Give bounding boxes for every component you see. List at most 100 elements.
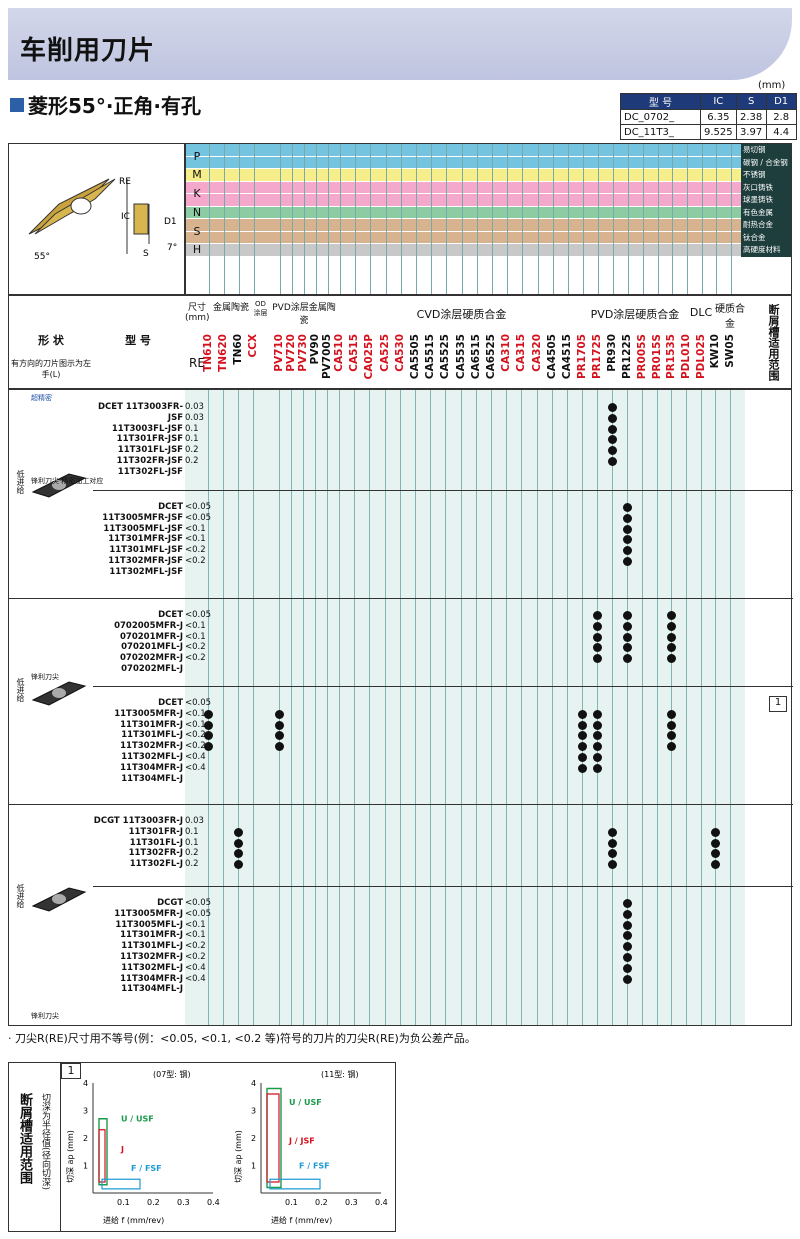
grade-label: TN610 [202, 334, 214, 372]
matrix-grid-line [431, 144, 433, 294]
re-values: <0.05 <0.05 <0.1 <0.1 <0.2 <0.2 [185, 502, 211, 567]
grade-column-line [291, 390, 292, 1025]
material-row: 灰口铸铁 [186, 181, 791, 194]
grade-column-line [238, 390, 239, 1025]
re-value: <0.4 [185, 973, 206, 984]
material-row: 钛合金 [186, 231, 791, 244]
spec-cell: 3.97 [735, 124, 767, 140]
header-shape-note: 有方向的刀片图示为左手(L) [11, 359, 91, 379]
grade-column-line [521, 390, 523, 1025]
chart-title: (11型: 钢) [321, 1069, 359, 1079]
re-value: <0.05 [185, 698, 212, 708]
availability-dot [592, 611, 602, 620]
re-value: <0.2 [185, 545, 206, 556]
header-cat-pvd: PVD涂层硬质合金 [590, 308, 680, 321]
availability-dot [711, 838, 720, 848]
chip-range-charts: 0.1 0.2 0.3 0.4 1 2 3 4 (07型: 钢) 进给 f (mm/rev) 切深 … [66, 1069, 388, 1225]
re-value: 0.2 [185, 455, 199, 466]
grade-label: CA4515 [561, 334, 573, 380]
grade-label: CA6525 [485, 334, 497, 380]
model-code: DCGT 11T3003FR-J [93, 816, 183, 826]
label-d1: D1 [164, 217, 177, 227]
model-code: 11T302MFR-J [120, 951, 183, 962]
re-value: 0.2 [185, 859, 199, 870]
series-label: U / USF [289, 1098, 322, 1107]
region-f [269, 1178, 321, 1190]
series-label: F / FSF [299, 1161, 330, 1170]
y-tick-label: 3 [251, 1107, 256, 1116]
re-value: <0.2 [185, 951, 206, 962]
re-value: <0.1 [185, 708, 206, 719]
spec-table: 型 号 IC S D1 DC_0702_ 6.35 2.38 2.8 DC_11… [620, 93, 797, 140]
grade-column-line [536, 390, 538, 1025]
availability-dot [607, 435, 617, 445]
availability-dot [234, 849, 243, 859]
re-value: <0.2 [185, 741, 206, 752]
model-code: 11T302MFL-J [121, 962, 183, 973]
re-value: <0.1 [185, 719, 206, 730]
grade-label: CA310 [500, 334, 513, 372]
y-tick-label: 4 [251, 1079, 256, 1088]
model-code: 11T3003FL-JSF [111, 423, 183, 434]
y-tick-label: 3 [83, 1107, 88, 1116]
availability-dot [667, 643, 677, 653]
matrix-grid-line [239, 144, 240, 294]
spec-cell: 2.38 [735, 109, 767, 125]
re-value: 0.03 [185, 412, 204, 423]
material-name: 不锈钢 [741, 169, 791, 182]
header-last-col: 断屑槽适用范围 [767, 304, 780, 381]
re-value: <0.1 [185, 919, 206, 930]
model-code: 070201MFL-J [121, 642, 183, 653]
header-shape: 形 状 [38, 334, 64, 347]
matrix-grid-line [400, 144, 402, 294]
matrix-grid-line [716, 144, 717, 294]
grade-label: PV730 [297, 334, 309, 372]
re-value: 0.1 [185, 826, 199, 837]
grade-label: TN60 [232, 334, 244, 365]
availability-dot [622, 931, 632, 941]
re-value: 0.1 [185, 423, 199, 434]
grade-column-line [567, 390, 568, 1025]
shape-separator [9, 598, 93, 599]
model-code: 11T302FL-JSF [117, 466, 183, 477]
availability-dot [607, 860, 617, 870]
grade-label: PR015S [650, 334, 663, 380]
matrix-grid-line [657, 144, 659, 294]
model-code: 11T3005MFL-JSF [103, 523, 183, 534]
grade-column-line [551, 390, 553, 1025]
availability-dot [667, 621, 677, 631]
matrix-grid-line [280, 144, 281, 294]
re-value: <0.4 [185, 962, 206, 973]
availability-dot [622, 942, 632, 952]
re-value: <0.2 [185, 941, 206, 952]
availability-dot [275, 731, 284, 741]
availability-dot [622, 643, 632, 653]
availability-dot [622, 621, 632, 631]
y-tick-label: 1 [83, 1162, 88, 1171]
model-code: 11T304MFL-J [121, 773, 183, 784]
chip-range-note: 切深为半径值(径向切深) [40, 1093, 50, 1191]
re-value: <0.05 [185, 610, 212, 620]
material-name: 球墨铸铁 [741, 194, 791, 207]
matrix-grid-line [583, 144, 584, 294]
label-re: RE [119, 177, 131, 187]
matrix-grid-line [370, 144, 372, 294]
grade-column-line [339, 390, 340, 1025]
shape-separator [9, 804, 93, 805]
material-row: 耐热合金 [186, 219, 791, 232]
availability-dot [622, 557, 632, 566]
re-value: 0.03 [185, 816, 204, 826]
feed-label: 低进给 [16, 470, 25, 494]
availability-dot [622, 953, 632, 962]
material-code: M [192, 168, 202, 182]
grade-label: CA515 [348, 334, 361, 372]
grade-column-line [369, 390, 371, 1025]
footnote: · 刀尖R(RE)尺寸用不等号(例：<0.05, <0.1, <0.2 等)符号… [8, 1032, 476, 1045]
spec-cell: 4.4 [765, 124, 797, 140]
grade-column-line [656, 390, 658, 1025]
grade-label: CCX [247, 334, 259, 358]
matrix-grid-line [304, 144, 305, 294]
availability-dot [667, 611, 677, 620]
spec-header: 型 号 [620, 93, 701, 110]
availability-dot [667, 709, 677, 719]
